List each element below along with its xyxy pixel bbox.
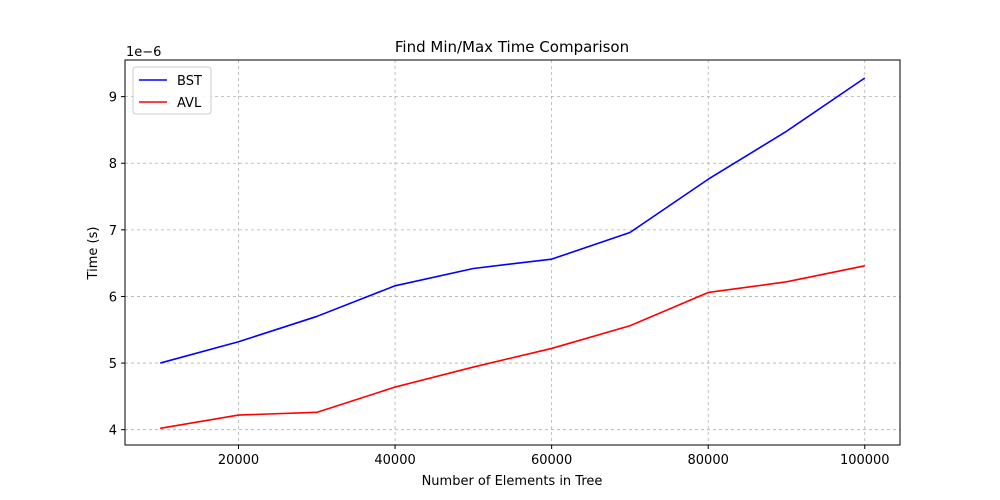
grid	[125, 60, 900, 445]
legend-label: BST	[177, 74, 202, 89]
x-tick-label: 100000	[840, 453, 890, 468]
series-line-avl	[160, 265, 865, 430]
y-offset-label: 1e−6	[126, 45, 161, 60]
y-tick-label: 4	[109, 424, 117, 439]
y-tick-label: 7	[109, 224, 117, 239]
x-axis-title: Number of Elements in Tree	[422, 474, 603, 489]
legend-label: AVL	[177, 96, 202, 111]
x-tick-label: 60000	[531, 453, 572, 468]
x-tick-label: 80000	[688, 453, 729, 468]
y-tick-label: 9	[109, 91, 117, 106]
series-lines	[160, 77, 866, 430]
plot-area-frame	[124, 59, 901, 446]
y-tick-label: 8	[109, 157, 117, 172]
y-tick-label: 6	[109, 290, 117, 305]
axis-ticks: 20000 40000 60000 80000 100000 4 5 6 7 8 9	[109, 91, 890, 468]
y-axis-title: Time (s)	[86, 227, 101, 281]
x-tick-label: 40000	[374, 453, 415, 468]
legend: BST AVL	[132, 66, 212, 115]
y-tick-label: 5	[109, 357, 117, 372]
chart-title: Find Min/Max Time Comparison	[395, 38, 629, 56]
x-tick-label: 20000	[218, 453, 259, 468]
series-line-bst	[160, 77, 866, 364]
